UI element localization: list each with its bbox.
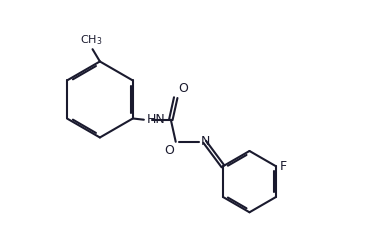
Text: F: F [280,160,287,173]
Text: O: O [165,144,175,157]
Text: O: O [178,82,188,95]
Text: CH$_3$: CH$_3$ [80,33,103,47]
Text: N: N [200,135,210,148]
Text: HN: HN [146,113,165,126]
